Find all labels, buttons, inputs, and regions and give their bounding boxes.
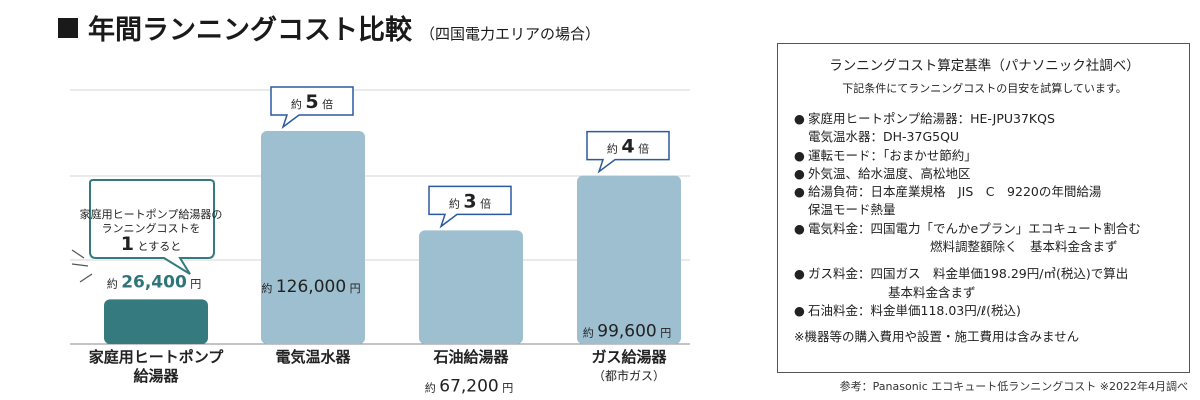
value-label: 約 26,400 円	[107, 272, 202, 292]
criteria-box: ランニングコスト算定基準（パナソニック社調べ） 下記条件にてランニングコストの目…	[777, 43, 1190, 373]
multiplier-label: 約 3 倍	[449, 190, 491, 212]
baseline-callout-line: 1 とすると	[121, 233, 181, 255]
criteria-note: ※機器等の購入費用や設置・施工費用は含みません	[794, 329, 1080, 345]
criteria-item: 基本料金含まず	[888, 284, 976, 300]
criteria-item: 保温モード熱量	[808, 202, 896, 218]
criteria-intro: 下記条件にてランニングコストの目安を試算しています。	[842, 82, 1127, 95]
category-label: 電気温水器	[275, 348, 351, 366]
bar	[261, 131, 365, 344]
category-label: 石油給湯器	[432, 348, 509, 366]
criteria-item: 家庭用ヒートポンプ給湯器：HE-JPU37KQS	[808, 111, 1055, 126]
criteria-item: 給湯負荷：日本産業規格 JIS C 9220の年間給湯	[808, 184, 1102, 200]
bullet-icon: ●	[794, 184, 805, 200]
criteria-item: 電気温水器：DH-37G5QU	[808, 129, 960, 145]
criteria-item: 運転モード：「おまかせ節約」	[808, 147, 977, 163]
criteria-title: ランニングコスト算定基準（パナソニック社調べ）	[829, 58, 1140, 74]
criteria-item: 電気料金：四国電力「でんかeプラン」エコキュート割合む	[808, 220, 1141, 236]
bullet-icon: ●	[794, 220, 805, 236]
category-label: ガス給湯器	[591, 348, 667, 366]
criteria-item: 石油料金：料金単価118.03円/ℓ(税込)	[808, 302, 1021, 318]
emphasis-stroke	[71, 249, 85, 259]
multiplier-callout	[270, 86, 354, 130]
criteria-item: 燃料調整額除く 基本料金含まず	[930, 239, 1118, 255]
bullet-icon: ●	[794, 165, 805, 181]
category-label: 給湯器	[133, 367, 179, 385]
criteria-item: 外気温、給水温度、高松地区	[808, 165, 971, 181]
page-title: 年間ランニングコスト比較 （四国電力エリアの場合）	[58, 8, 600, 47]
category-label: 家庭用ヒートポンプ	[89, 348, 225, 366]
emphasis-stroke	[79, 273, 93, 283]
title-square-icon	[58, 18, 78, 38]
baseline-callout-line: 家庭用ヒートポンプ給湯器の	[80, 207, 223, 221]
criteria-list: ● 家庭用ヒートポンプ給湯器：HE-JPU37KQS 電気温水器：DH-37G5Q…	[794, 110, 1175, 320]
multiplier-callout	[586, 130, 670, 174]
baseline-callout	[89, 179, 215, 275]
emphasis-stroke	[71, 263, 89, 267]
title-subtitle: （四国電力エリアの場合）	[420, 25, 601, 43]
value-label: 約 67,200 円	[425, 376, 513, 396]
baseline-callout-line: ランニングコストを	[102, 221, 201, 235]
value-label: 約 99,600 円	[583, 322, 671, 342]
bar	[419, 230, 523, 344]
bullet-icon: ●	[794, 266, 805, 282]
multiplier-label: 約 5 倍	[291, 91, 333, 113]
bullet-icon: ●	[794, 111, 805, 126]
bullet-icon: ●	[794, 147, 805, 163]
title-text: 年間ランニングコスト比較	[88, 15, 412, 46]
criteria-item: ガス料金：四国ガス 料金単価198.29円/㎥(税込)で算出	[808, 266, 1129, 282]
source-note: 参考：Panasonic エコキュート低ランニングコスト ※2022年4月調べ	[839, 380, 1188, 393]
bar	[104, 299, 208, 344]
multiplier-callout	[428, 185, 512, 229]
category-sublabel: （都市ガス）	[593, 368, 665, 383]
value-label: 約 126,000 円	[261, 277, 360, 297]
bullet-icon: ●	[794, 302, 805, 318]
bar	[577, 175, 681, 344]
multiplier-label: 約 4 倍	[607, 136, 649, 158]
